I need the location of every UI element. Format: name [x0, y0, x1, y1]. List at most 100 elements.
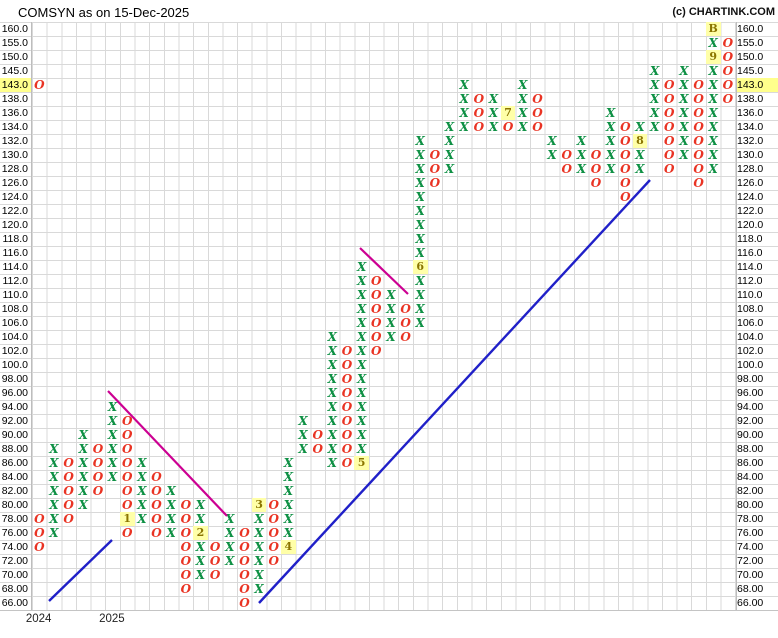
price-label-left: 128.0 — [1, 163, 28, 175]
price-label-right: 138.0 — [737, 93, 764, 105]
pnf-x: X — [635, 162, 645, 176]
price-label-right: 150.0 — [737, 51, 764, 63]
pnf-o: O — [121, 470, 133, 484]
pnf-o: O — [620, 176, 631, 190]
pnf-x: X — [283, 526, 294, 540]
price-label-right: 132.0 — [737, 135, 764, 147]
pnf-o: O — [341, 456, 353, 470]
pnf-x: X — [708, 78, 718, 92]
month-marker: 2 — [193, 526, 208, 540]
pnf-o: O — [429, 148, 441, 162]
price-label-right: 94.00 — [737, 401, 764, 413]
pnf-x: X — [415, 316, 425, 330]
pnf-x: X — [386, 302, 396, 316]
pnf-o: O — [239, 568, 250, 582]
pnf-x: X — [225, 526, 235, 540]
pnf-x: X — [356, 442, 367, 456]
pnf-x: X — [356, 358, 367, 372]
pnf-o: O — [63, 498, 74, 512]
pnf-x: X — [708, 92, 718, 106]
pnf-x: X — [518, 92, 528, 106]
pnf-o: O — [371, 288, 382, 302]
price-label-right: 155.0 — [737, 37, 764, 49]
pnf-x: X — [107, 414, 118, 428]
pnf-o: O — [121, 484, 133, 498]
pnf-x: X — [708, 148, 718, 162]
pnf-o: O — [722, 36, 734, 50]
price-label-left: 134.0 — [1, 121, 28, 133]
price-label-left: 110.0 — [2, 289, 29, 301]
chartink-watermark: (c) CHARTINK.COM — [672, 6, 775, 18]
pnf-x: X — [679, 64, 689, 78]
pnf-x: X — [327, 400, 337, 414]
year-label: 2024 — [25, 613, 52, 625]
price-label-left: 106.0 — [1, 317, 28, 329]
price-label-left: 90.00 — [1, 429, 28, 441]
pnf-x: X — [708, 120, 718, 134]
pnf-x: X — [137, 470, 147, 484]
pnf-x: X — [49, 484, 59, 498]
pnf-x: X — [195, 554, 206, 568]
pnf-x: X — [386, 288, 396, 302]
pnf-o: O — [693, 78, 704, 92]
pnf-x: X — [356, 428, 367, 442]
pnf-o: O — [561, 162, 572, 176]
pnf-x: X — [635, 120, 645, 134]
pnf-o: O — [121, 526, 133, 540]
pnf-x: X — [415, 190, 425, 204]
price-label-left: 66.00 — [1, 597, 28, 609]
price-label-right: 92.00 — [737, 415, 764, 427]
pnf-x: X — [166, 512, 176, 526]
pnf-o: O — [664, 162, 675, 176]
pnf-o: O — [268, 498, 279, 512]
pnf-o: O — [151, 512, 162, 526]
price-label-right: 160.0 — [737, 23, 764, 35]
pnf-o: O — [341, 386, 353, 400]
price-label-left: 150.0 — [1, 51, 28, 63]
pnf-o: O — [239, 596, 250, 610]
pnf-x: X — [49, 470, 59, 484]
pnf-x: X — [356, 260, 367, 274]
pnf-o: O — [180, 526, 192, 540]
price-label-right: 78.00 — [737, 513, 764, 525]
price-label-right: 68.00 — [737, 583, 764, 595]
pnf-x: X — [576, 162, 587, 176]
pnf-x: X — [649, 120, 660, 134]
pnf-o: O — [121, 428, 133, 442]
price-label-right: 98.00 — [737, 373, 764, 385]
pnf-x: X — [78, 498, 88, 512]
pnf-x: X — [576, 134, 587, 148]
pnf-x: X — [49, 526, 59, 540]
pnf-x: X — [708, 162, 718, 176]
pnf-o: O — [239, 582, 250, 596]
pnf-x: X — [606, 106, 616, 120]
price-label-left: 124.0 — [1, 191, 28, 203]
pnf-o: O — [34, 540, 45, 554]
pnf-x: X — [327, 386, 337, 400]
price-label-left: 143.0 — [1, 79, 28, 91]
pnf-x: X — [254, 512, 264, 526]
pnf-o: O — [620, 120, 631, 134]
price-label-right: 134.0 — [737, 121, 764, 133]
pnf-o: O — [371, 330, 382, 344]
pnf-o: O — [268, 554, 279, 568]
pnf-x: X — [708, 36, 718, 50]
price-label-right: 143.0 — [737, 79, 764, 91]
pnf-x: X — [49, 456, 59, 470]
pnf-x: X — [49, 498, 59, 512]
pnf-x: X — [518, 78, 528, 92]
price-label-left: 98.00 — [1, 373, 28, 385]
pnf-x: X — [254, 540, 264, 554]
pnf-x: X — [415, 232, 425, 246]
pnf-x: X — [444, 162, 455, 176]
pnf-o: O — [429, 176, 441, 190]
month-marker: 8 — [632, 134, 648, 148]
price-label-left: 155.0 — [1, 37, 28, 49]
price-label-left: 118.0 — [2, 233, 29, 245]
pnf-x: X — [107, 456, 118, 470]
price-label-right: 126.0 — [737, 177, 764, 189]
pnf-o: O — [151, 484, 162, 498]
pnf-o: O — [209, 554, 221, 568]
pnf-x: X — [137, 484, 147, 498]
pnf-o: O — [34, 78, 45, 92]
